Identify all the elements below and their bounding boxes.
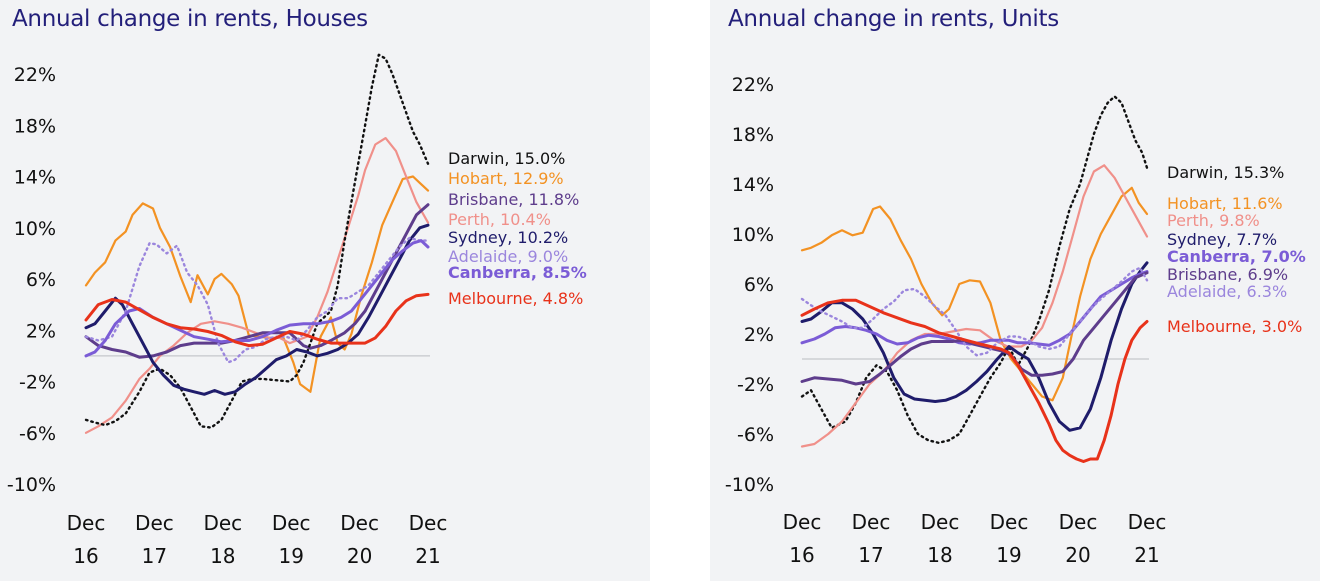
units-chart-panel: Annual change in rents, Units 22% 18% 14% 1… — [710, 0, 1320, 581]
series-line-darwin — [84, 53, 430, 429]
series-label-melbourne: Melbourne, 4.8% — [448, 289, 583, 308]
x-tick-label-year: 16 — [789, 543, 814, 567]
y-tick-label: 6% — [744, 274, 774, 296]
x-tick-label-month: Dec — [852, 510, 891, 534]
series-line-darwin — [800, 95, 1149, 444]
x-tick-label-month: Dec — [990, 510, 1029, 534]
y-tick-label: 10% — [14, 218, 56, 240]
series-label-darwin: Darwin, 15.3% — [1167, 163, 1284, 182]
x-tick-label-year: 16 — [73, 544, 98, 568]
y-tick-label: 18% — [732, 124, 774, 146]
x-tick-label-month: Dec — [340, 511, 379, 535]
series-label-adelaide: Adelaide, 9.0% — [448, 247, 568, 266]
series-label-hobart: Hobart, 12.9% — [448, 169, 564, 188]
y-tick-label: -6% — [737, 424, 774, 446]
series-line-canberra — [84, 239, 430, 358]
y-tick-label: -10% — [725, 474, 774, 496]
series-line-hobart — [800, 186, 1149, 402]
x-tick-label-month: Dec — [203, 511, 242, 535]
x-tick-label-year: 18 — [927, 543, 952, 567]
series-line-sydney — [800, 261, 1149, 432]
series-label-sydney: Sydney, 10.2% — [448, 228, 568, 247]
series-label-sydney: Sydney, 7.7% — [1167, 230, 1277, 249]
y-tick-label: 2% — [744, 324, 774, 346]
series-line-perth — [84, 137, 430, 434]
series-line-perth — [800, 164, 1149, 448]
series-line-sydney — [84, 223, 430, 396]
x-tick-label-month: Dec — [272, 511, 311, 535]
y-tick-label: -2% — [19, 372, 56, 394]
houses-chart: 22% 18% 14% 10% 6% 2% -2% -6% -10% Dec 16 Dec 17 Dec 1… — [7, 53, 587, 568]
y-tick-label: 22% — [14, 64, 56, 86]
x-tick-label-month: Dec — [1059, 510, 1098, 534]
series-label-brisbane: Brisbane, 6.9% — [1167, 265, 1288, 284]
x-tick-label-month: Dec — [409, 511, 448, 535]
y-tick-label: 6% — [26, 269, 56, 291]
y-tick-label: 10% — [732, 224, 774, 246]
x-tick-label-year: 20 — [1065, 543, 1090, 567]
y-tick-label: 14% — [732, 174, 774, 196]
y-tick-label: 18% — [14, 115, 56, 137]
houses-chart-panel: Annual change in rents, Houses 22% 18% 14%… — [0, 0, 650, 581]
x-tick-label-year: 21 — [1134, 543, 1159, 567]
series-label-canberra: Canberra, 7.0% — [1167, 247, 1306, 266]
series-line-melbourne — [84, 292, 430, 348]
y-tick-label: -6% — [19, 423, 56, 445]
x-tick-label-month: Dec — [135, 511, 174, 535]
x-tick-label-year: 21 — [415, 544, 440, 568]
series-label-hobart: Hobart, 11.6% — [1167, 194, 1283, 213]
y-tick-label: -2% — [737, 374, 774, 396]
y-tick-label: 14% — [14, 167, 56, 189]
series-label-darwin: Darwin, 15.0% — [448, 149, 565, 168]
x-tick-label-year: 19 — [278, 544, 303, 568]
x-tick-label-year: 19 — [996, 543, 1021, 567]
series-label-brisbane: Brisbane, 11.8% — [448, 190, 579, 209]
series-label-adelaide: Adelaide, 6.3% — [1167, 282, 1287, 301]
series-label-melbourne: Melbourne, 3.0% — [1167, 317, 1302, 336]
x-tick-label-year: 17 — [142, 544, 167, 568]
series-line-melbourne — [800, 298, 1149, 463]
y-tick-label: -10% — [7, 474, 56, 496]
houses-chart-title: Annual change in rents, Houses — [12, 6, 368, 32]
units-chart: 22% 18% 14% 10% 6% 2% -2% -6% -10% Dec 16 Dec 17 Dec 1… — [725, 74, 1306, 567]
series-label-canberra: Canberra, 8.5% — [448, 263, 587, 282]
y-tick-label: 2% — [26, 320, 56, 342]
units-chart-title: Annual change in rents, Units — [728, 6, 1059, 32]
x-tick-label-year: 20 — [347, 544, 372, 568]
x-tick-label-year: 18 — [210, 544, 235, 568]
series-label-perth: Perth, 9.8% — [1167, 211, 1260, 230]
series-line-hobart — [84, 175, 430, 393]
y-tick-label: 22% — [732, 74, 774, 96]
x-tick-label-month: Dec — [67, 511, 106, 535]
x-tick-label-year: 17 — [858, 543, 883, 567]
x-tick-label-month: Dec — [1128, 510, 1167, 534]
series-line-brisbane — [800, 271, 1149, 386]
x-tick-label-month: Dec — [783, 510, 822, 534]
x-tick-label-month: Dec — [921, 510, 960, 534]
series-label-perth: Perth, 10.4% — [448, 210, 551, 229]
series-line-adelaide — [800, 266, 1149, 357]
